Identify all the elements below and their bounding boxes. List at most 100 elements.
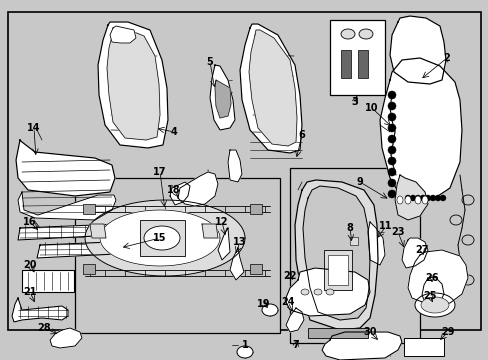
Ellipse shape	[387, 135, 395, 143]
Ellipse shape	[313, 289, 321, 295]
Polygon shape	[248, 30, 296, 146]
Bar	[249, 264, 262, 274]
Polygon shape	[401, 238, 427, 268]
Ellipse shape	[404, 196, 410, 204]
Ellipse shape	[387, 91, 395, 99]
Bar	[8, 12, 480, 330]
Ellipse shape	[414, 195, 420, 201]
Polygon shape	[218, 228, 229, 260]
Text: 1: 1	[241, 340, 248, 350]
Bar	[83, 204, 95, 214]
Ellipse shape	[387, 102, 395, 110]
Bar	[327, 255, 347, 285]
Bar	[83, 264, 95, 274]
Bar	[22, 270, 74, 292]
Polygon shape	[37, 240, 158, 258]
Ellipse shape	[387, 124, 395, 132]
Text: 14: 14	[27, 123, 41, 133]
Ellipse shape	[429, 195, 435, 201]
Text: 16: 16	[23, 217, 37, 227]
Polygon shape	[12, 298, 68, 322]
Bar	[329, 20, 384, 95]
Polygon shape	[50, 328, 82, 348]
Text: 12: 12	[215, 217, 228, 227]
Polygon shape	[170, 182, 190, 205]
Ellipse shape	[325, 289, 333, 295]
Polygon shape	[215, 80, 230, 118]
Ellipse shape	[262, 304, 278, 316]
Bar	[307, 328, 367, 338]
Polygon shape	[98, 22, 168, 148]
Text: 8: 8	[346, 223, 353, 233]
Bar	[289, 168, 419, 343]
Polygon shape	[367, 222, 384, 265]
Polygon shape	[227, 150, 242, 182]
Text: 15: 15	[153, 233, 166, 243]
Bar	[140, 220, 184, 256]
Text: 29: 29	[440, 327, 454, 337]
Ellipse shape	[387, 179, 395, 187]
Ellipse shape	[414, 293, 454, 317]
Ellipse shape	[387, 146, 395, 154]
Ellipse shape	[340, 29, 354, 39]
Text: 23: 23	[390, 227, 404, 237]
Bar	[357, 50, 367, 78]
Ellipse shape	[387, 113, 395, 121]
Text: 19: 19	[257, 299, 270, 309]
Text: 24: 24	[281, 297, 294, 307]
Bar	[249, 204, 262, 214]
Text: 25: 25	[423, 291, 436, 301]
Polygon shape	[407, 250, 467, 305]
Text: 9: 9	[356, 177, 363, 187]
Polygon shape	[240, 24, 302, 153]
Ellipse shape	[421, 196, 427, 204]
Polygon shape	[321, 332, 401, 360]
Polygon shape	[394, 175, 427, 220]
Ellipse shape	[301, 289, 308, 295]
Ellipse shape	[439, 195, 445, 201]
Polygon shape	[285, 308, 304, 332]
Ellipse shape	[387, 168, 395, 176]
Polygon shape	[303, 186, 369, 320]
Polygon shape	[107, 28, 160, 140]
Polygon shape	[18, 224, 118, 240]
Ellipse shape	[387, 190, 395, 198]
Text: 4: 4	[170, 127, 177, 137]
Ellipse shape	[387, 157, 395, 165]
Polygon shape	[100, 210, 220, 266]
Polygon shape	[379, 58, 461, 202]
Ellipse shape	[419, 195, 425, 201]
Polygon shape	[389, 16, 445, 84]
Text: 22: 22	[283, 271, 296, 281]
Text: 13: 13	[233, 237, 246, 247]
Text: 5: 5	[206, 57, 213, 67]
Text: 3: 3	[351, 97, 358, 107]
Ellipse shape	[396, 196, 402, 204]
Text: 21: 21	[23, 287, 37, 297]
Text: 2: 2	[443, 53, 449, 63]
Bar	[346, 235, 357, 253]
Ellipse shape	[434, 195, 440, 201]
Polygon shape	[209, 65, 235, 130]
Text: 10: 10	[365, 103, 378, 113]
Ellipse shape	[414, 196, 420, 204]
Text: 20: 20	[23, 260, 37, 270]
Ellipse shape	[409, 195, 415, 201]
Polygon shape	[294, 180, 377, 330]
Text: 11: 11	[379, 221, 392, 231]
Polygon shape	[285, 268, 369, 316]
Polygon shape	[202, 224, 218, 238]
Polygon shape	[110, 26, 136, 43]
Polygon shape	[178, 172, 218, 206]
Text: 30: 30	[363, 327, 376, 337]
Ellipse shape	[358, 29, 372, 39]
Text: 26: 26	[425, 273, 438, 283]
Polygon shape	[85, 200, 244, 276]
Ellipse shape	[143, 226, 180, 250]
Text: 17: 17	[153, 167, 166, 177]
Ellipse shape	[237, 346, 252, 358]
Polygon shape	[90, 224, 106, 238]
Ellipse shape	[404, 195, 410, 201]
Polygon shape	[421, 277, 443, 305]
Bar	[340, 50, 350, 78]
